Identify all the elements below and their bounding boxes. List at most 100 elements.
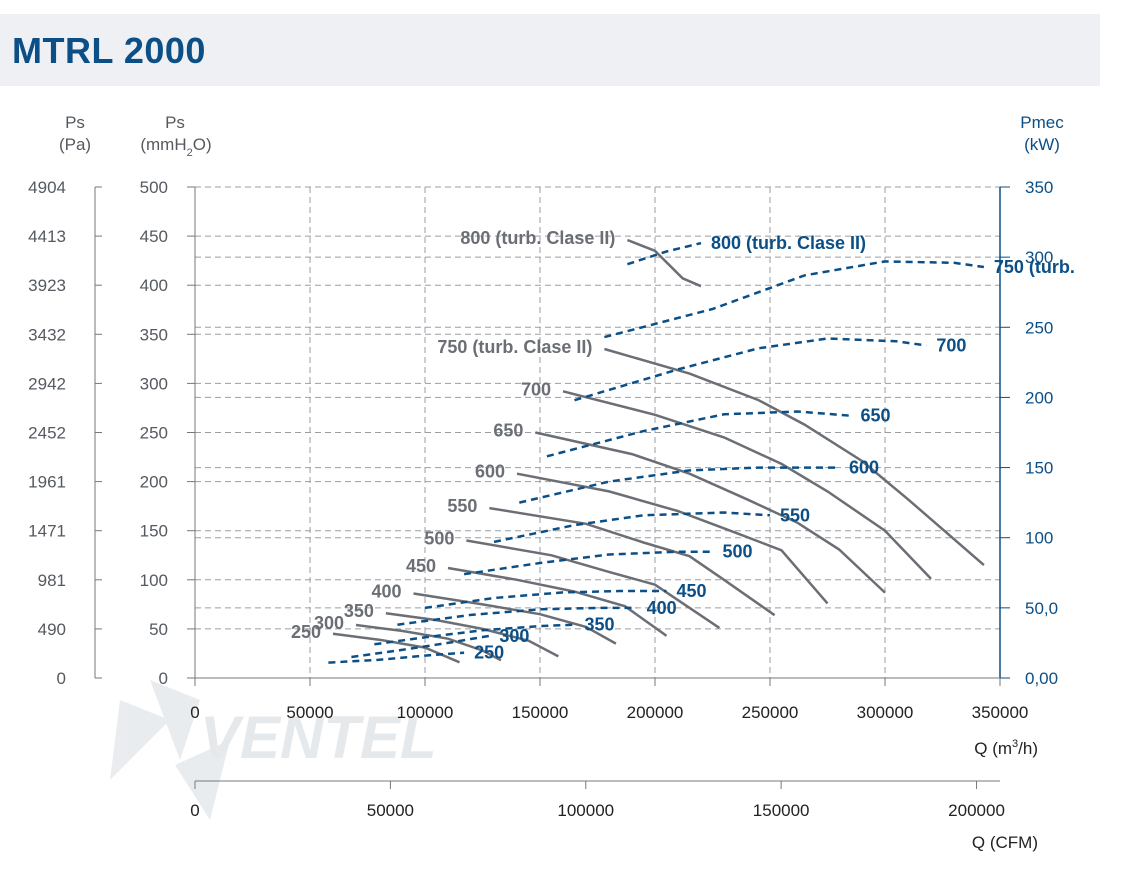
power-curve-label: 700 — [936, 336, 966, 356]
q-m3h-tick-label: 50000 — [286, 703, 333, 722]
watermark-text: VENTEL — [200, 704, 437, 771]
ps-pa-tick-label: 981 — [38, 571, 66, 590]
pressure-curve-label: 600 — [475, 462, 505, 482]
ps-pa-tick-label: 3923 — [28, 276, 66, 295]
ps-pa-tick-label: 490 — [38, 620, 66, 639]
ps-mmh2o-tick-label: 100 — [140, 571, 168, 590]
power-curve-label: 400 — [647, 598, 677, 618]
ps-pa-tick-label: 3432 — [28, 325, 66, 344]
pressure-curve-400 — [413, 592, 617, 645]
ps-mmh2o-tick-label: 500 — [140, 178, 168, 197]
power-curve-600 — [519, 466, 839, 504]
power-curve-label: 750 (turb. — [994, 257, 1075, 277]
ps-pa-tick-label: 0 — [57, 669, 66, 688]
pmec-tick-label: 250 — [1025, 318, 1053, 337]
ps-pa-tick-label: 1961 — [28, 473, 66, 492]
pressure-curve-label: 400 — [371, 582, 401, 602]
ps-pa-tick-label: 2452 — [28, 424, 66, 443]
header-band — [0, 14, 1100, 86]
ps-mmh2o-tick-label: 150 — [140, 522, 168, 541]
pressure-curve-label: 500 — [424, 529, 454, 549]
q-m3h-tick-label: 150000 — [512, 703, 569, 722]
power-curve-label: 800 (turb. Clase II) — [711, 233, 866, 253]
pmec-tick-label: 50,0 — [1025, 599, 1058, 618]
curves — [328, 238, 985, 664]
q-m3h-label-b: /h) — [1018, 739, 1038, 758]
power-curve-250 — [328, 651, 465, 664]
q-m3h-label-a: Q (m — [974, 739, 1012, 758]
pressure-curve-550 — [489, 506, 776, 617]
pressure-curve-label: 800 (turb. Clase II) — [460, 228, 615, 248]
q-m3h-label: Q (m3/h) — [974, 738, 1038, 758]
q-m3h-tick-label: 300000 — [857, 703, 914, 722]
power-curve-400 — [397, 606, 637, 626]
ps-mmh2o-tick-label: 300 — [140, 374, 168, 393]
power-curve-550 — [493, 511, 771, 544]
ps-mmh2o-tick-label: 450 — [140, 227, 168, 246]
q-m3h-tick-label: 250000 — [742, 703, 799, 722]
pmec-tick-label: 350 — [1025, 178, 1053, 197]
power-curve-300 — [351, 634, 490, 659]
ps-mmh2o-tick-label: 50 — [149, 620, 168, 639]
axes: 4904 4413 3923 3432 2942 2452 1961 1471 981 490 0 5… — [28, 178, 1058, 820]
pmec-tick-label: 0,00 — [1025, 669, 1058, 688]
pressure-curve-label: 450 — [406, 556, 436, 576]
power-curve-label: 500 — [723, 542, 753, 562]
power-curve-label: 350 — [585, 615, 615, 635]
q-m3h-tick-label: 100000 — [397, 703, 454, 722]
power-curve-800 — [627, 241, 702, 266]
q-cfm-tick-label: 150000 — [753, 801, 810, 820]
power-curve-750 — [604, 260, 985, 339]
q-m3h-tick-label: 0 — [190, 703, 199, 722]
q-m3h-tick-label: 200000 — [627, 703, 684, 722]
pmec-tick-label: 200 — [1025, 388, 1053, 407]
pressure-curve-650 — [535, 431, 886, 594]
ps-mmh2o-tick-label: 400 — [140, 276, 168, 295]
q-cfm-tick-label: 50000 — [367, 801, 414, 820]
power-curve-500 — [463, 550, 713, 576]
ps-mmh2o-label-line1: Ps — [165, 113, 185, 132]
ps-mmh2o-tick-label: 350 — [140, 325, 168, 344]
pressure-curve-label: 550 — [447, 496, 477, 516]
pressure-curve-label: 350 — [344, 601, 374, 621]
pressure-curve-700 — [562, 390, 932, 580]
pmec-label-line1: Pmec — [1020, 113, 1064, 132]
ps-mmh2o-label-line2: (mmH2O) — [140, 135, 211, 159]
ps-mmh2o-tick-label: 0 — [159, 669, 168, 688]
pressure-curve-600 — [516, 472, 829, 605]
q-cfm-tick-label: 200000 — [948, 801, 1005, 820]
ps-pa-label-line2: (Pa) — [59, 135, 91, 154]
ps-pa-tick-label: 1471 — [28, 522, 66, 541]
ps-pa-tick-label: 4413 — [28, 227, 66, 246]
q-m3h-tick-label: 350000 — [972, 703, 1029, 722]
fan-logo-icon — [110, 680, 230, 820]
power-curve-label: 300 — [499, 626, 529, 646]
q-cfm-tick-label: 100000 — [557, 801, 614, 820]
q-m3h-label-sup: 3 — [1012, 738, 1018, 750]
ventel-watermark: VENTEL — [110, 680, 437, 820]
pressure-curve-label: 650 — [493, 421, 523, 441]
pmec-label-line2: (kW) — [1024, 135, 1060, 154]
grid — [195, 186, 1001, 679]
ps-mmh2o-tick-label: 200 — [140, 473, 168, 492]
pressure-curve-label: 300 — [314, 613, 344, 633]
power-curve-label: 650 — [861, 406, 891, 426]
pressure-curve-500 — [466, 539, 721, 629]
power-curve-650 — [546, 410, 851, 458]
power-curve-350 — [374, 623, 575, 646]
ps-mmh2o-unit-a: (mmH — [140, 135, 186, 154]
pmec-tick-label: 150 — [1025, 459, 1053, 478]
ps-mmh2o-unit-b: O) — [193, 135, 212, 154]
pressure-curve-800 — [626, 238, 702, 288]
ps-pa-tick-label: 4904 — [28, 178, 66, 197]
chart-title: MTRL 2000 — [12, 30, 206, 71]
power-curve-label: 450 — [677, 581, 707, 601]
power-curve-label: 250 — [474, 643, 504, 663]
pmec-tick-label: 300 — [1025, 248, 1053, 267]
pressure-curve-300 — [355, 623, 502, 662]
power-curve-label: 600 — [849, 458, 879, 478]
pressure-curve-label: 750 (turb. Clase II) — [437, 337, 592, 357]
q-cfm-tick-label: 0 — [190, 801, 199, 820]
ps-mmh2o-tick-label: 250 — [140, 424, 168, 443]
